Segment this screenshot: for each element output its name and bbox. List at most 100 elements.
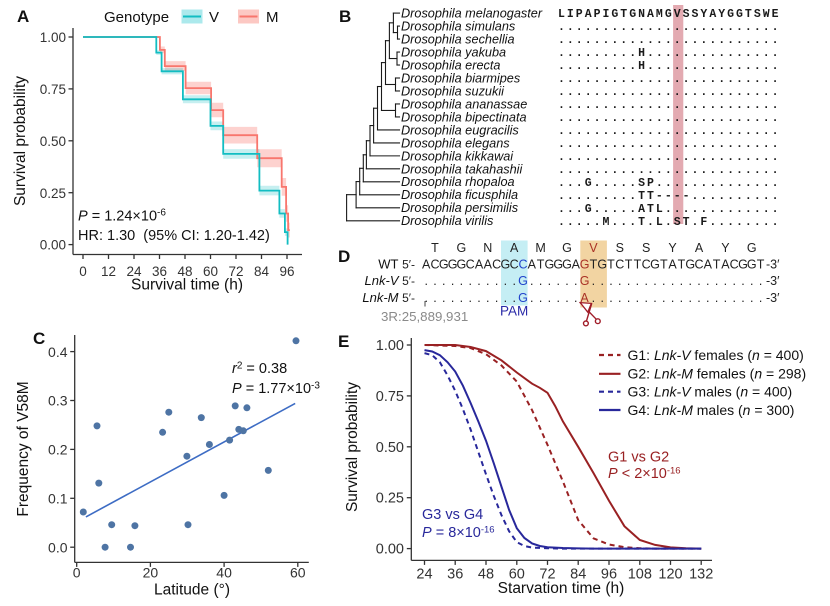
svg-text:.: . <box>504 274 507 288</box>
svg-text:C: C <box>694 258 703 272</box>
svg-text:0: 0 <box>73 565 81 581</box>
svg-text:0.75: 0.75 <box>40 82 66 97</box>
svg-text:V: V <box>209 9 219 26</box>
svg-text:Drosophila bipectinata: Drosophila bipectinata <box>401 110 527 124</box>
svg-text:.........................: ......................... <box>558 112 781 125</box>
svg-text:G1: Lnk-V females (n = 400): G1: Lnk-V females (n = 400) <box>628 347 804 363</box>
svg-text:Frequency of V58M: Frequency of V58M <box>15 381 32 516</box>
svg-text:A: A <box>695 241 704 255</box>
svg-text:.........H...............: .........H............... <box>558 47 781 60</box>
svg-text:36: 36 <box>152 264 167 279</box>
svg-text:.: . <box>706 274 709 288</box>
svg-text:S: S <box>642 241 650 255</box>
svg-text:G3: Lnk-V males (n = 400): G3: Lnk-V males (n = 400) <box>628 384 793 400</box>
svg-text:.........................: ......................... <box>558 151 781 164</box>
svg-text:.: . <box>618 274 621 288</box>
svg-text:132: 132 <box>689 567 713 583</box>
svg-text:Lnk-V: Lnk-V <box>365 273 400 288</box>
svg-text:.: . <box>495 274 498 288</box>
svg-text:.: . <box>741 291 744 305</box>
svg-text:0.50: 0.50 <box>376 440 404 456</box>
svg-text:.: . <box>688 291 691 305</box>
svg-text:Drosophila takahashii: Drosophila takahashii <box>401 162 523 176</box>
svg-text:.: . <box>627 291 630 305</box>
svg-text:Genotype: Genotype <box>104 9 169 26</box>
svg-text:-3′: -3′ <box>766 258 780 272</box>
svg-text:A: A <box>17 7 29 26</box>
svg-text:G: G <box>553 258 563 272</box>
svg-text:LIPAPIGTGNAMGVSSYAYGGTSWE: LIPAPIGTGNAMGVSSYAYGGTSWE <box>558 8 781 21</box>
svg-text:.: . <box>468 291 471 305</box>
svg-text:0.3: 0.3 <box>48 393 68 409</box>
svg-text:.: . <box>451 291 454 305</box>
svg-text:96: 96 <box>601 567 617 583</box>
svg-text:.: . <box>433 274 436 288</box>
svg-text:0.2: 0.2 <box>48 442 68 458</box>
svg-text:A: A <box>580 291 589 305</box>
svg-text:G1 vs G2: G1 vs G2 <box>608 450 669 466</box>
svg-text:Survival probability: Survival probability <box>344 382 361 512</box>
svg-text:60: 60 <box>509 567 525 583</box>
svg-text:G3 vs G4: G3 vs G4 <box>422 507 483 523</box>
svg-text:-3′: -3′ <box>766 274 780 288</box>
svg-text:.........................: ......................... <box>558 73 781 86</box>
svg-text:G: G <box>747 258 757 272</box>
svg-text:T: T <box>607 258 615 272</box>
svg-text:.: . <box>680 291 683 305</box>
svg-text:84: 84 <box>570 567 586 583</box>
svg-text:0.0: 0.0 <box>48 539 68 555</box>
svg-text:T: T <box>537 258 545 272</box>
svg-text:.: . <box>662 291 665 305</box>
svg-text:.: . <box>442 291 445 305</box>
svg-text:G: G <box>650 258 660 272</box>
svg-text:.: . <box>486 291 489 305</box>
svg-text:Drosophila ananassae: Drosophila ananassae <box>401 97 527 111</box>
svg-text:WT: WT <box>378 257 398 272</box>
svg-text:24: 24 <box>126 264 142 279</box>
svg-text:T: T <box>625 258 633 272</box>
svg-text:.: . <box>644 274 647 288</box>
svg-text:.: . <box>530 291 533 305</box>
svg-text:Drosophila virilis: Drosophila virilis <box>401 214 494 228</box>
svg-text:60: 60 <box>290 565 306 581</box>
svg-text:.: . <box>706 291 709 305</box>
svg-text:40: 40 <box>216 565 232 581</box>
svg-text:P = 8×10-16: P = 8×10-16 <box>422 525 495 542</box>
svg-text:5′-: 5′- <box>402 291 415 305</box>
svg-text:.: . <box>556 274 559 288</box>
svg-text:Drosophila suzukii: Drosophila suzukii <box>401 84 505 98</box>
svg-text:.: . <box>653 291 656 305</box>
svg-text:Drosophila simulans: Drosophila simulans <box>401 20 516 34</box>
svg-text:.: . <box>609 274 612 288</box>
svg-text:Drosophila kikkawai: Drosophila kikkawai <box>401 149 514 163</box>
svg-text:.: . <box>750 274 753 288</box>
svg-text:.: . <box>636 274 639 288</box>
svg-text:.: . <box>460 274 463 288</box>
svg-text:P < 2×10-16: P < 2×10-16 <box>608 466 681 483</box>
svg-text:D: D <box>338 247 350 266</box>
svg-text:T: T <box>634 258 642 272</box>
svg-text:.: . <box>715 274 718 288</box>
svg-text:.: . <box>433 291 436 305</box>
svg-text:.: . <box>451 274 454 288</box>
svg-text:0.00: 0.00 <box>376 542 404 558</box>
svg-text:.: . <box>750 291 753 305</box>
svg-text:.........................: ......................... <box>558 99 781 112</box>
svg-text:72: 72 <box>539 567 555 583</box>
svg-text:.: . <box>618 291 621 305</box>
svg-text:G: G <box>545 258 555 272</box>
svg-text:Latitude (°): Latitude (°) <box>154 582 230 599</box>
svg-text:.: . <box>680 274 683 288</box>
svg-text:G: G <box>562 241 572 255</box>
svg-text:24: 24 <box>416 567 432 583</box>
svg-text:Drosophila eugracilis: Drosophila eugracilis <box>401 123 519 137</box>
svg-text:5′-: 5′- <box>402 274 415 288</box>
svg-text:A: A <box>484 258 493 272</box>
svg-text:.........H...............: .........H............... <box>558 60 781 73</box>
svg-text:.: . <box>688 274 691 288</box>
svg-text:G: G <box>457 258 467 272</box>
svg-text:Drosophila erecta: Drosophila erecta <box>401 58 500 72</box>
svg-text:0.75: 0.75 <box>376 389 404 405</box>
svg-text:.: . <box>477 291 480 305</box>
svg-text:1.00: 1.00 <box>376 338 404 354</box>
